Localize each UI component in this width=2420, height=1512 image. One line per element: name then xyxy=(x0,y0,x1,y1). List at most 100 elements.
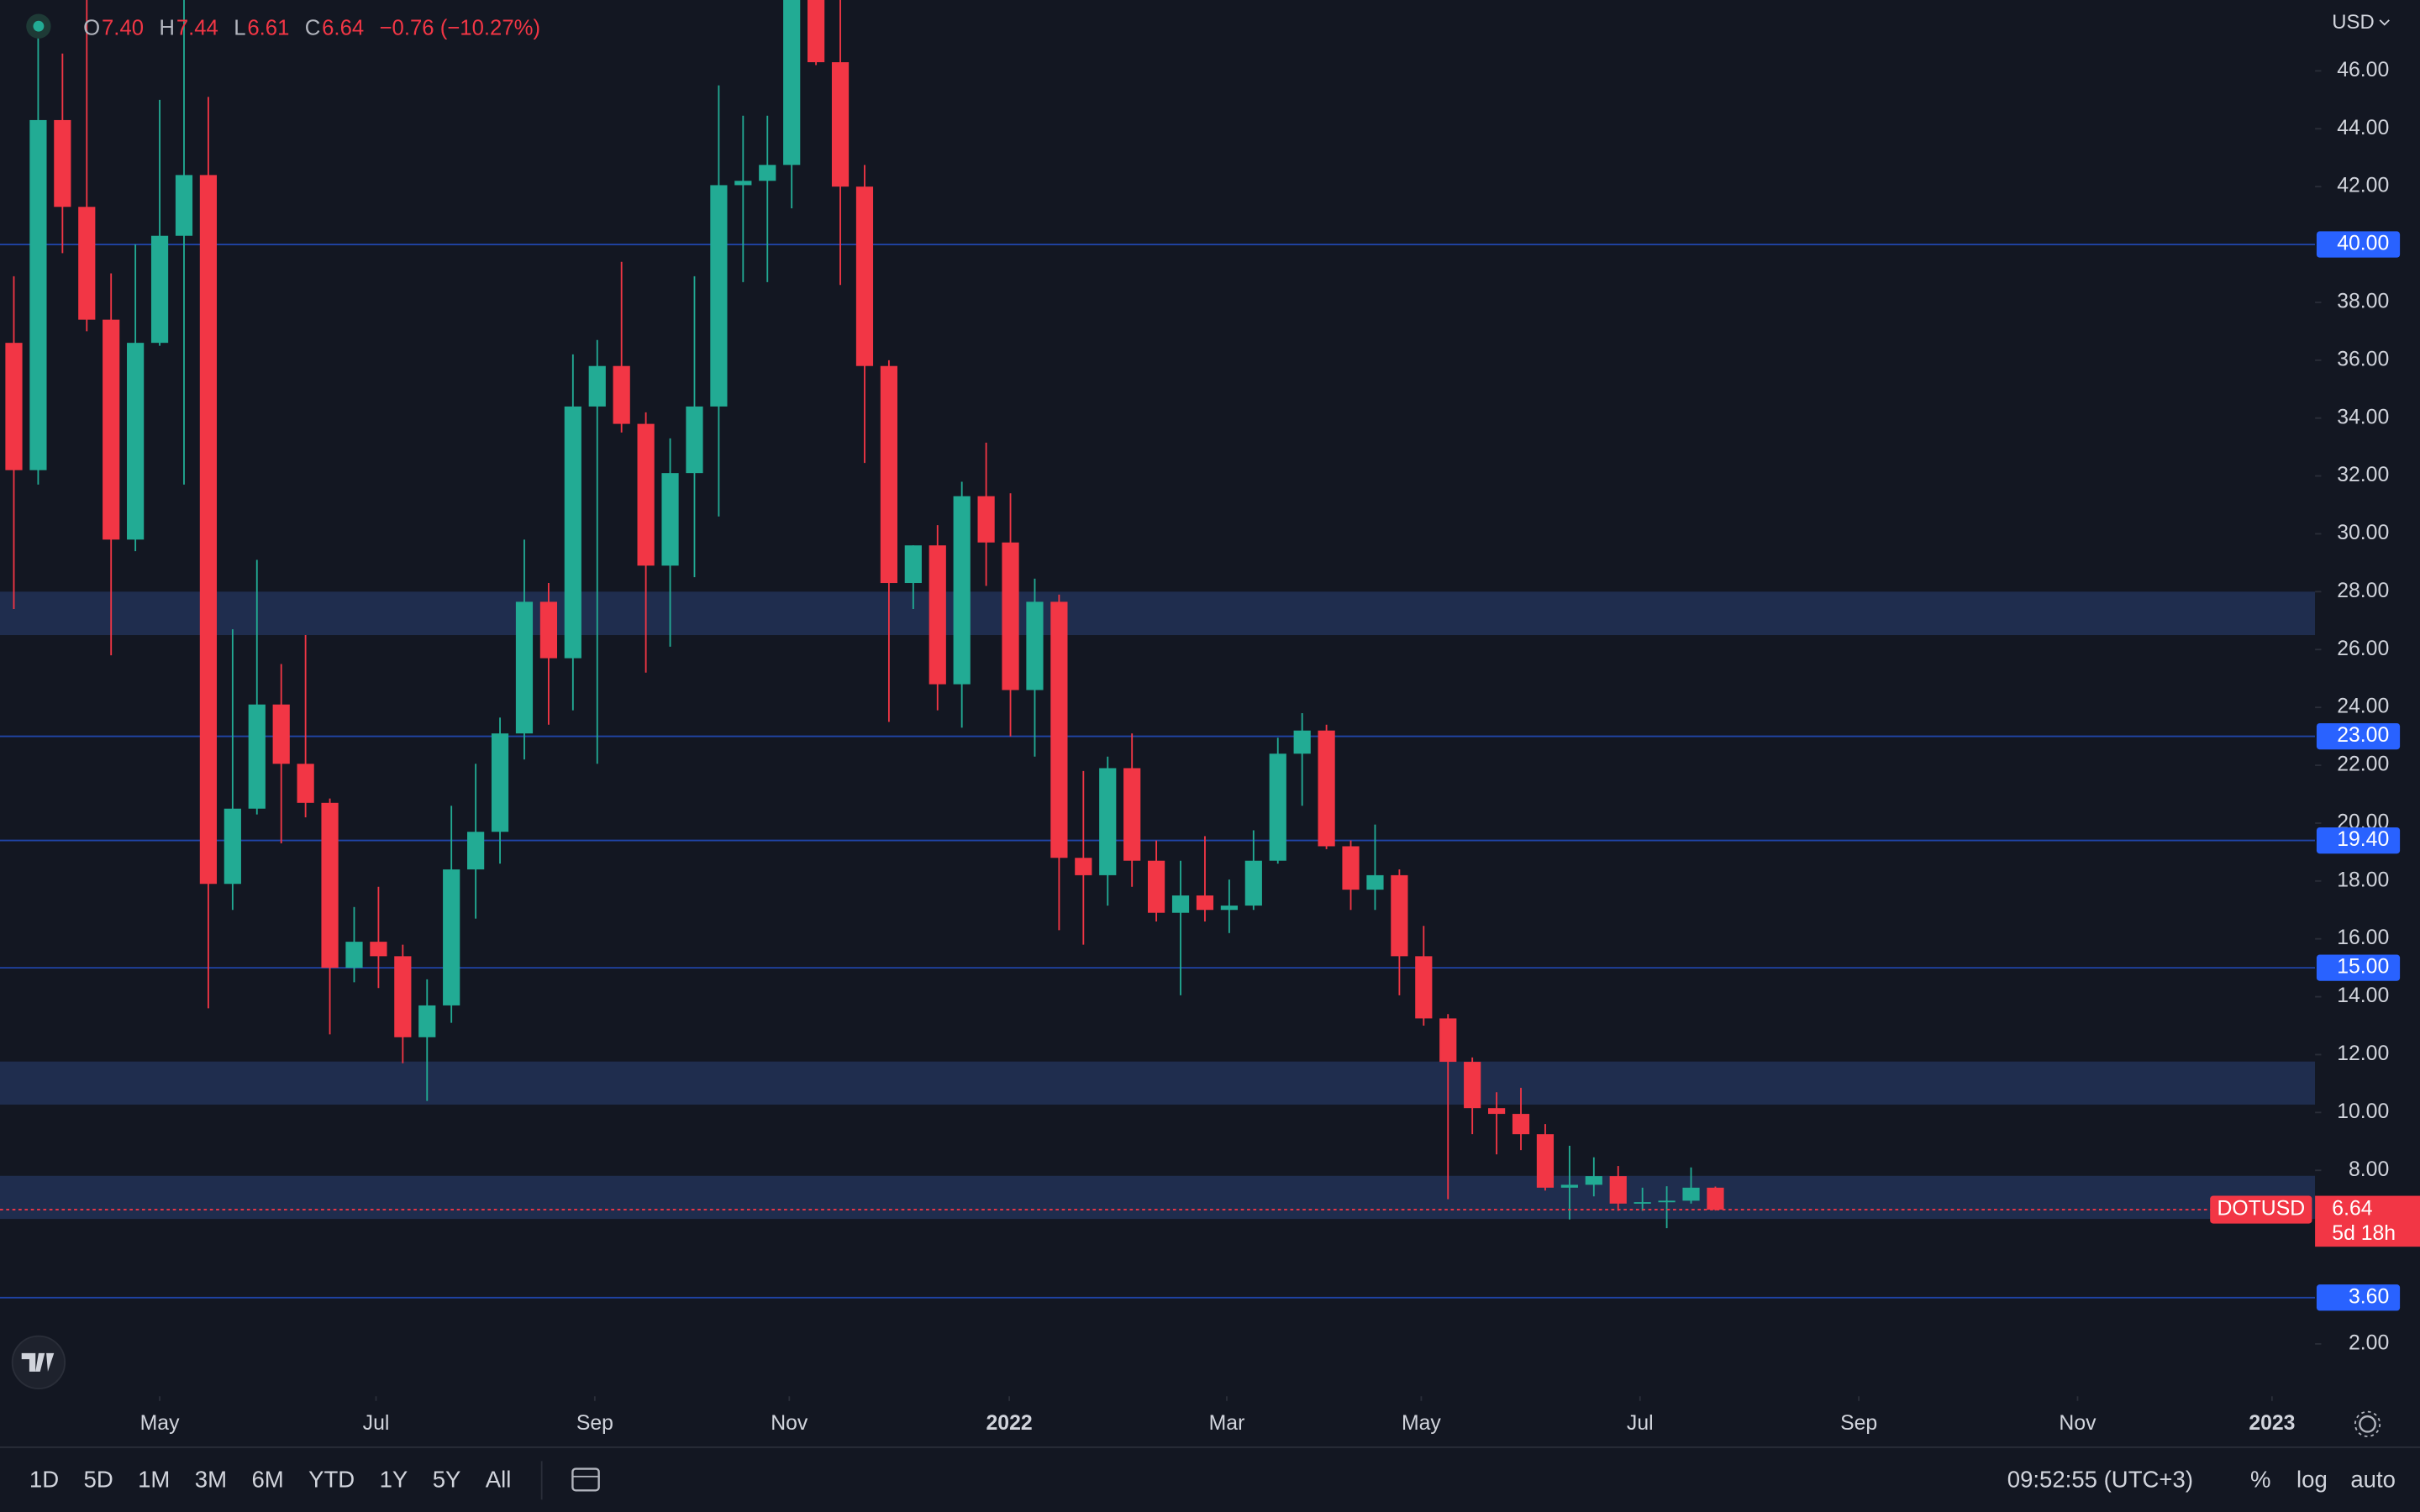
range-button[interactable]: 6M xyxy=(251,1467,283,1493)
candle-body xyxy=(929,545,946,684)
range-button[interactable]: 1D xyxy=(29,1467,59,1493)
candle-body xyxy=(978,496,995,543)
y-tick-label: 42.00 xyxy=(2337,175,2389,197)
candle-body xyxy=(856,186,873,366)
range-button[interactable]: 5D xyxy=(84,1467,113,1493)
y-tick-label: 10.00 xyxy=(2337,1100,2389,1123)
candle-body xyxy=(1488,1108,1505,1114)
candle-body xyxy=(78,207,95,319)
candle-body xyxy=(127,343,144,539)
y-tick-label: 18.00 xyxy=(2337,869,2389,891)
candle-body xyxy=(686,407,702,473)
x-tick-label: 2022 xyxy=(986,1412,1033,1435)
option-button[interactable]: log xyxy=(2296,1467,2328,1493)
candle-body xyxy=(345,942,362,968)
legend-key: C xyxy=(305,17,321,40)
legend-key: O xyxy=(83,17,100,40)
range-button[interactable]: YTD xyxy=(308,1467,355,1493)
candle-body xyxy=(418,1005,435,1037)
candle-body xyxy=(710,185,727,406)
level-label: 19.40 xyxy=(2337,828,2389,851)
candle-body xyxy=(200,175,217,884)
candle-body xyxy=(492,733,508,832)
candle-body xyxy=(297,764,314,802)
option-button[interactable]: auto xyxy=(2350,1467,2396,1493)
candle-body xyxy=(224,809,241,885)
legend-change: −0.76 (−10.27%) xyxy=(380,17,540,40)
legend-value: 6.61 xyxy=(247,17,289,40)
candle-body xyxy=(808,0,824,62)
x-tick-label: Sep xyxy=(1840,1412,1877,1435)
candle-body xyxy=(613,366,630,424)
candle-body xyxy=(5,343,22,470)
x-tick-label: 2023 xyxy=(2249,1412,2295,1435)
range-button[interactable]: 5Y xyxy=(433,1467,461,1493)
candle-body xyxy=(589,366,606,407)
candle-body xyxy=(638,424,655,566)
x-tick-label: Sep xyxy=(576,1412,613,1435)
candle-body xyxy=(321,803,338,968)
zone xyxy=(0,1062,2315,1105)
candle-body xyxy=(1270,753,1286,860)
candle-body xyxy=(1245,861,1262,906)
symbol-tag: DOTUSD xyxy=(2217,1198,2305,1221)
status-dot xyxy=(33,21,44,32)
candle-body xyxy=(516,601,533,733)
candle-body xyxy=(273,705,290,764)
zone xyxy=(0,591,2315,635)
candle-body xyxy=(1342,846,1359,890)
y-tick-label: 28.00 xyxy=(2337,580,2389,602)
x-tick-label: Mar xyxy=(1209,1412,1245,1435)
candle-body xyxy=(1391,875,1407,956)
level-label: 23.00 xyxy=(2337,724,2389,747)
countdown: 5d 18h xyxy=(2332,1222,2396,1245)
y-tick-label: 16.00 xyxy=(2337,927,2389,949)
y-tick-label: 30.00 xyxy=(2337,522,2389,544)
legend-key: L xyxy=(234,17,245,40)
zone xyxy=(0,1176,2315,1219)
legend-value: 7.44 xyxy=(176,17,218,40)
candle-body xyxy=(443,869,460,1005)
candle-body xyxy=(1050,601,1067,858)
candle-body xyxy=(661,473,678,565)
x-tick-label: Jul xyxy=(1627,1412,1654,1435)
candle-body xyxy=(394,956,411,1037)
candle-body xyxy=(1537,1134,1554,1188)
candle-body xyxy=(1197,895,1213,910)
candle-body xyxy=(151,236,168,343)
x-tick-label: Nov xyxy=(771,1412,808,1435)
range-button[interactable]: 1M xyxy=(138,1467,170,1493)
candle-body xyxy=(1172,895,1189,913)
y-tick-label: 24.00 xyxy=(2337,696,2389,718)
clock: 09:52:55 (UTC+3) xyxy=(2007,1467,2193,1493)
currency[interactable]: USD xyxy=(2332,11,2374,34)
candle-body xyxy=(734,181,751,185)
candle-body xyxy=(1586,1176,1602,1184)
legend-value: 7.40 xyxy=(102,17,144,40)
candle-body xyxy=(1099,768,1116,874)
range-button[interactable]: 3M xyxy=(195,1467,227,1493)
candle-body xyxy=(1294,731,1311,754)
candle-body xyxy=(1075,858,1092,875)
level-label: 3.60 xyxy=(2349,1285,2389,1308)
candle-body xyxy=(1512,1114,1529,1134)
candle-body xyxy=(905,545,922,583)
y-tick-label: 44.00 xyxy=(2337,117,2389,139)
candle-body xyxy=(1002,543,1018,690)
candle-body xyxy=(1561,1184,1578,1187)
last-price-label: 6.64 xyxy=(2332,1198,2372,1221)
option-button[interactable]: % xyxy=(2250,1467,2271,1493)
candle-body xyxy=(1026,601,1043,690)
range-button[interactable]: All xyxy=(486,1467,512,1493)
range-button[interactable]: 1Y xyxy=(380,1467,408,1493)
level-label: 40.00 xyxy=(2337,233,2389,255)
candle-body xyxy=(540,601,557,658)
candle-body xyxy=(832,62,849,186)
x-tick-label: Jul xyxy=(363,1412,390,1435)
y-tick-label: 2.00 xyxy=(2349,1331,2389,1354)
candle-body xyxy=(881,366,897,583)
y-tick-label: 32.00 xyxy=(2337,464,2389,486)
